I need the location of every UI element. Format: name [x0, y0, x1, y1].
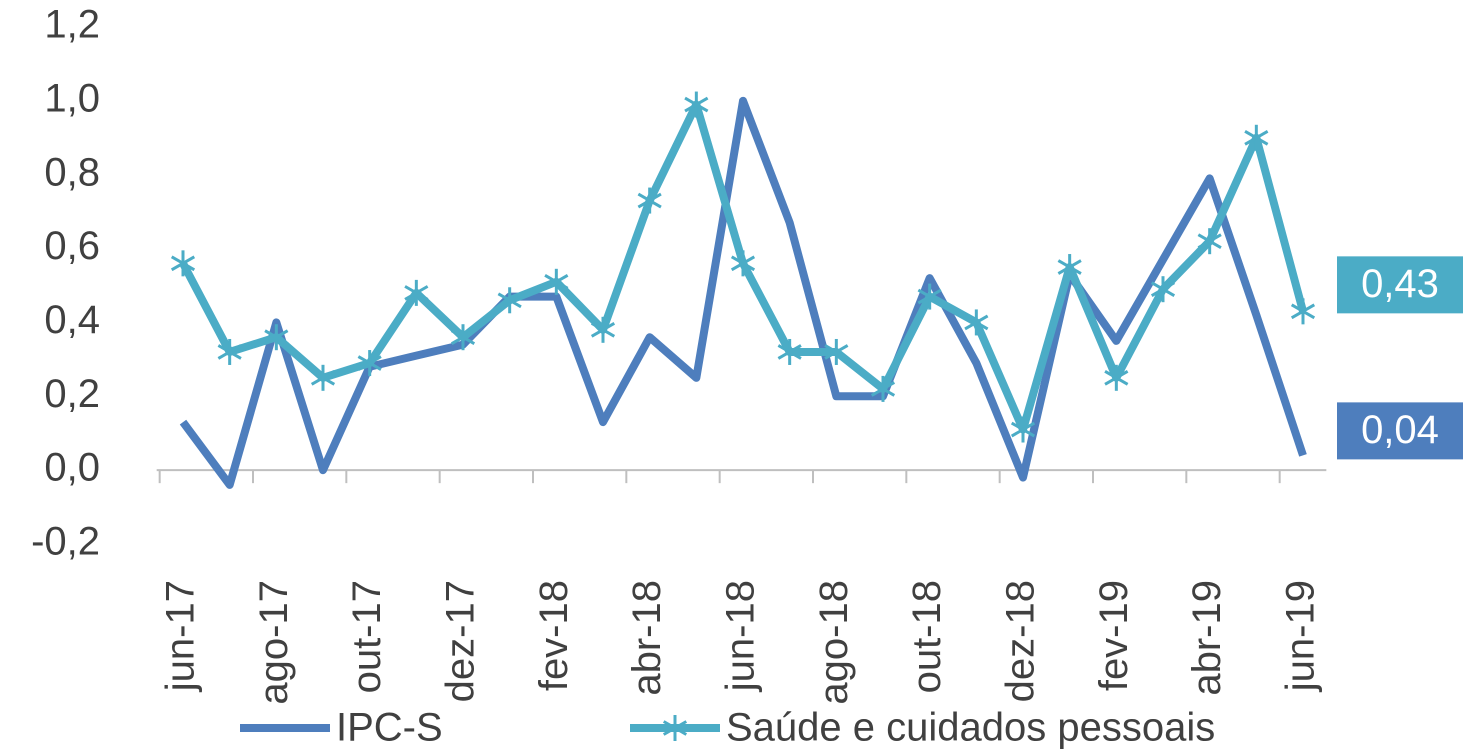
x-tick-label: jun-19	[1279, 580, 1323, 692]
marker	[544, 268, 569, 295]
marker	[217, 338, 242, 365]
marker	[170, 250, 196, 277]
y-tick-label: 0,4	[44, 298, 100, 342]
marker-stroke	[637, 192, 662, 209]
marker-stroke	[1150, 281, 1176, 297]
x-tick-label: out-17	[345, 580, 389, 693]
x-tick-label: ago-18	[812, 580, 856, 705]
marker-stroke	[170, 255, 196, 272]
x-tick-label: jun-17	[159, 580, 203, 692]
value-label-box	[1337, 256, 1463, 314]
y-tick-label: 1,2	[44, 3, 100, 47]
marker	[637, 187, 662, 214]
marker	[450, 324, 476, 351]
marker-stroke	[1057, 259, 1082, 275]
marker-stroke	[824, 344, 849, 360]
marker	[917, 283, 942, 310]
marker	[824, 338, 849, 365]
marker-stroke	[1104, 370, 1129, 386]
marker	[777, 338, 802, 365]
marker-stroke	[310, 370, 336, 386]
marker	[357, 350, 382, 377]
marker	[590, 316, 616, 343]
marker	[684, 91, 709, 118]
marker	[1197, 228, 1222, 255]
marker	[730, 250, 756, 277]
marker	[964, 309, 989, 336]
x-tick-label: dez-18	[999, 580, 1043, 702]
y-tick-label: 0,6	[44, 224, 100, 268]
x-tick-label: abr-19	[1185, 580, 1229, 696]
x-tick-label: dez-17	[439, 580, 483, 702]
marker-stroke	[777, 344, 802, 360]
marker-stroke	[1197, 233, 1222, 249]
marker-stroke	[450, 329, 476, 346]
marker-stroke	[544, 274, 569, 290]
marker	[870, 375, 896, 402]
x-tick-label: ago-17	[252, 580, 296, 705]
y-tick-label: 0,2	[44, 372, 100, 416]
marker	[497, 287, 522, 314]
marker-stroke	[590, 322, 616, 338]
marker	[1290, 298, 1316, 325]
x-tick-label: fev-18	[532, 580, 576, 691]
marker-stroke	[264, 329, 289, 346]
marker-stroke	[404, 285, 429, 301]
y-tick-label: -0,2	[31, 520, 100, 564]
value-label: 0,04	[1361, 408, 1439, 452]
value-label-box	[1337, 402, 1463, 460]
marker-stroke	[357, 355, 382, 371]
marker-stroke	[684, 96, 709, 113]
value-label: 0,43	[1361, 262, 1439, 306]
marker-stroke	[1290, 303, 1316, 320]
legend-label: Saúde e cuidados pessoais	[726, 706, 1215, 750]
y-tick-label: 0,0	[44, 446, 100, 490]
series-line	[179, 96, 1307, 489]
marker-stroke	[730, 255, 756, 272]
x-tick-label: abr-18	[625, 580, 669, 696]
legend-label: IPC-S	[336, 706, 443, 750]
marker-stroke	[1010, 421, 1036, 438]
marker	[1104, 364, 1129, 391]
marker	[662, 715, 688, 741]
x-tick-label: fev-19	[1092, 580, 1136, 691]
marker-stroke	[964, 314, 989, 331]
x-tick-label: jun-18	[719, 580, 763, 692]
marker	[1150, 276, 1176, 303]
y-tick-label: 0,8	[44, 150, 100, 194]
marker-stroke	[1244, 129, 1269, 146]
marker	[1057, 254, 1082, 281]
marker	[1244, 124, 1269, 151]
marker	[310, 364, 336, 391]
y-tick-label: 1,0	[44, 76, 100, 120]
marker-stroke	[217, 344, 242, 360]
marker	[404, 279, 429, 306]
marker	[264, 324, 289, 351]
x-tick-label: out-18	[905, 580, 949, 693]
marker-stroke	[870, 381, 896, 397]
marker	[1010, 416, 1036, 443]
marker-stroke	[662, 720, 688, 736]
marker-stroke	[917, 288, 942, 305]
marker-stroke	[497, 292, 522, 309]
